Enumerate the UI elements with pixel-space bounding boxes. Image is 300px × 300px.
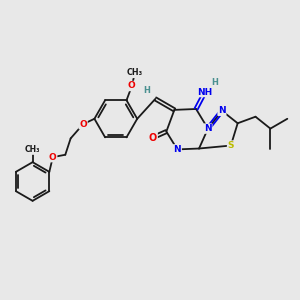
Text: CH₃: CH₃ [127, 68, 143, 77]
Text: H: H [212, 78, 218, 87]
Text: NH: NH [197, 88, 213, 97]
Text: O: O [79, 120, 87, 129]
Text: CH₃: CH₃ [25, 145, 40, 154]
Text: H: H [144, 86, 151, 95]
Text: O: O [128, 82, 136, 91]
Text: S: S [228, 141, 234, 150]
Text: N: N [173, 145, 181, 154]
Text: N: N [218, 106, 226, 115]
Text: O: O [149, 133, 157, 142]
Text: N: N [204, 124, 212, 133]
Text: O: O [49, 153, 57, 162]
